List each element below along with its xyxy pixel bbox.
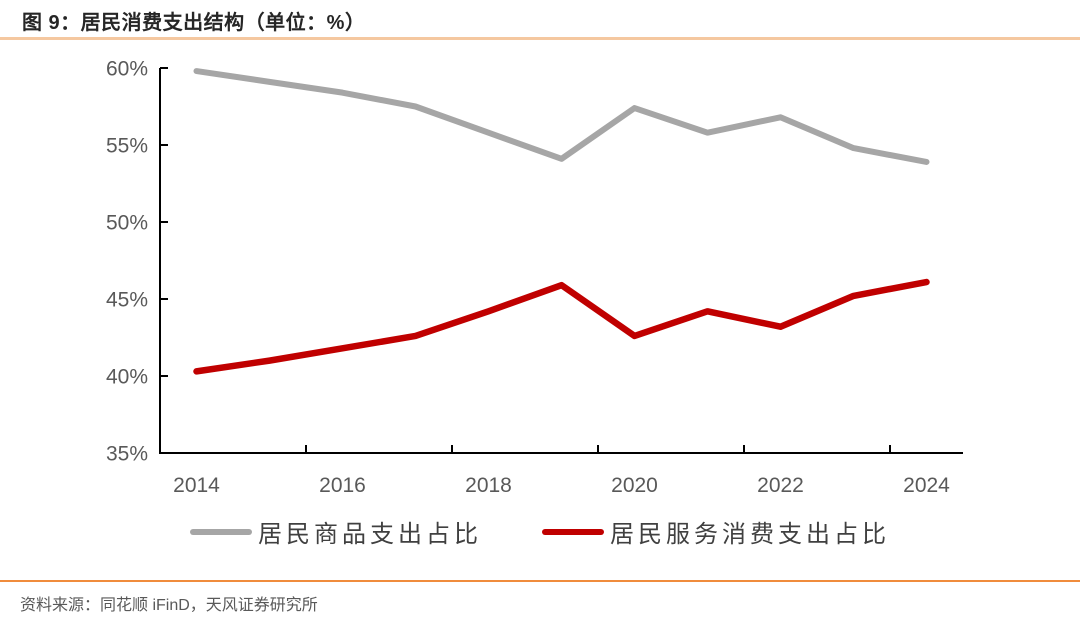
source-note: 资料来源：同花顺 iFinD，天风证券研究所 <box>20 597 318 614</box>
footer-divider <box>0 580 1080 582</box>
legend-swatch <box>542 528 604 535</box>
y-axis-label: 45% <box>106 289 148 312</box>
goods-share-line <box>193 68 930 165</box>
x-axis-label: 2016 <box>319 474 366 497</box>
x-axis-label: 2022 <box>757 474 804 497</box>
legend-swatch <box>190 528 252 535</box>
legend-item: 居民商品支出占比 <box>190 514 482 549</box>
axis-lines <box>159 68 963 454</box>
title-divider <box>0 37 1080 40</box>
services-share-line <box>193 278 930 375</box>
x-axis-label: 2020 <box>611 474 658 497</box>
y-axis-label: 55% <box>106 135 148 158</box>
legend-label: 居民服务消费支出占比 <box>610 522 890 548</box>
y-axis-label: 35% <box>106 443 148 466</box>
x-axis-label: 2018 <box>465 474 512 497</box>
y-axis-label: 40% <box>106 366 148 389</box>
x-axis-label: 2014 <box>173 474 220 497</box>
x-axis-label: 2024 <box>903 474 950 497</box>
legend-label: 居民商品支出占比 <box>258 522 482 548</box>
legend-item: 居民服务消费支出占比 <box>542 514 890 549</box>
figure-title: 图 9：居民消费支出结构（单位：%） <box>22 12 366 34</box>
y-axis-label: 60% <box>106 58 148 81</box>
chart-legend: 居民商品支出占比 居民服务消费支出占比 <box>0 514 1080 549</box>
y-axis-label: 50% <box>106 212 148 235</box>
